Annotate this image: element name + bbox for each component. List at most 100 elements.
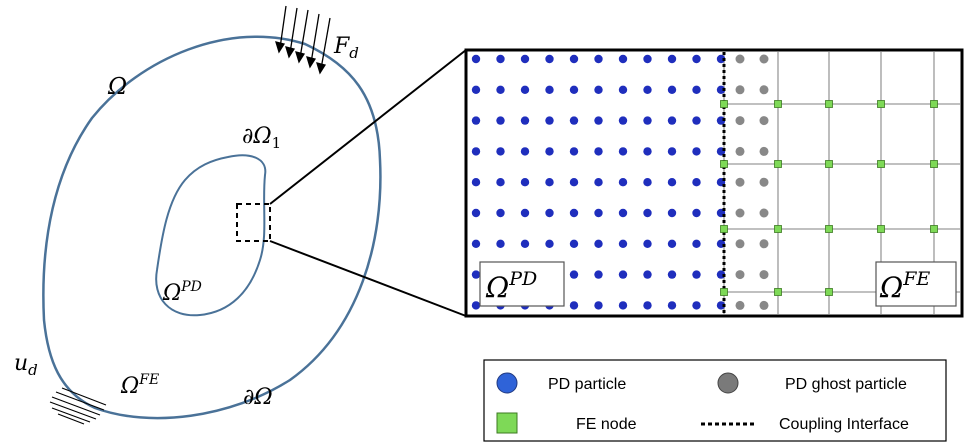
pd-particle xyxy=(692,209,700,217)
pd-particle xyxy=(521,240,529,248)
pd-particle xyxy=(521,178,529,186)
pd-particle xyxy=(643,55,651,63)
pd-particle xyxy=(496,55,504,63)
pd-particle xyxy=(496,147,504,155)
pd-particle xyxy=(594,86,602,94)
pd-particle xyxy=(692,240,700,248)
fe-node xyxy=(721,101,728,108)
zoom-line-top xyxy=(270,50,466,204)
pd-particle xyxy=(496,209,504,217)
pd-particle xyxy=(496,116,504,124)
pd-particle xyxy=(594,178,602,186)
pd-particle xyxy=(496,86,504,94)
pd-particle xyxy=(643,240,651,248)
pd-particle-legend-label: PD particle xyxy=(548,376,626,393)
fe-node xyxy=(721,161,728,168)
pd-particle xyxy=(545,147,553,155)
force-label: Fd xyxy=(333,34,359,62)
fe-node xyxy=(878,226,885,233)
omega-label: Ω xyxy=(107,74,127,100)
pd-particle xyxy=(472,178,480,186)
pd-particle xyxy=(594,147,602,155)
pd-particle xyxy=(692,270,700,278)
pd-particle xyxy=(643,270,651,278)
pd-particle xyxy=(668,147,676,155)
zoomed-view: ΩPD ΩFE xyxy=(466,50,962,316)
ghost-particle xyxy=(760,270,769,279)
pd-particle xyxy=(619,270,627,278)
fe-node xyxy=(826,101,833,108)
pd-particle xyxy=(668,301,676,309)
pd-particle xyxy=(692,116,700,124)
fe-node xyxy=(721,226,728,233)
pd-particle xyxy=(619,209,627,217)
ghost-particle xyxy=(760,55,769,64)
pd-particle xyxy=(619,240,627,248)
pd-particle xyxy=(619,147,627,155)
pd-particle xyxy=(692,178,700,186)
pd-particle xyxy=(619,55,627,63)
pd-particle xyxy=(570,240,578,248)
pd-particle xyxy=(643,301,651,309)
ghost-particle xyxy=(736,178,745,187)
pd-particle xyxy=(668,270,676,278)
pd-particle xyxy=(692,147,700,155)
pd-particle xyxy=(643,178,651,186)
displacement-label: ud xyxy=(14,351,38,379)
pd-particle xyxy=(472,86,480,94)
pd-particle xyxy=(545,240,553,248)
fe-node xyxy=(931,226,938,233)
pd-region-label-box: ΩPD xyxy=(480,262,564,306)
pd-particle xyxy=(619,178,627,186)
ghost-particle-legend-icon xyxy=(718,373,738,393)
pd-particle xyxy=(692,301,700,309)
pd-particle xyxy=(594,240,602,248)
pd-particle xyxy=(570,301,578,309)
pd-particle xyxy=(521,55,529,63)
pd-particle xyxy=(692,86,700,94)
pd-particle xyxy=(545,209,553,217)
ghost-particle xyxy=(736,270,745,279)
pd-particle xyxy=(594,55,602,63)
coupling-interface-legend-label: Coupling Interface xyxy=(779,416,909,433)
pd-particle xyxy=(472,209,480,217)
pd-particle xyxy=(643,147,651,155)
pd-particle xyxy=(496,178,504,186)
fe-node xyxy=(878,101,885,108)
fe-node xyxy=(826,161,833,168)
pd-particle-legend-icon xyxy=(497,373,517,393)
pd-particle xyxy=(668,240,676,248)
pd-particle xyxy=(545,55,553,63)
ghost-particle xyxy=(736,55,745,64)
omega-pd-label: ΩPD xyxy=(162,279,202,306)
pd-particle xyxy=(472,240,480,248)
pd-particle xyxy=(668,209,676,217)
ghost-particle xyxy=(736,239,745,248)
ghost-particle xyxy=(760,209,769,218)
ghost-particle xyxy=(760,147,769,156)
fe-node xyxy=(775,161,782,168)
pd-particle xyxy=(545,116,553,124)
pd-particle xyxy=(570,86,578,94)
pd-particle xyxy=(521,147,529,155)
ghost-particle xyxy=(760,301,769,310)
pd-particle xyxy=(619,301,627,309)
pd-particle xyxy=(570,270,578,278)
pd-particle xyxy=(594,116,602,124)
fe-node xyxy=(931,101,938,108)
pd-particle xyxy=(643,209,651,217)
fe-node-legend-icon xyxy=(497,413,517,433)
pd-particle xyxy=(570,116,578,124)
fe-node xyxy=(775,226,782,233)
ghost-particle xyxy=(736,116,745,125)
pd-particle xyxy=(545,86,553,94)
pd-particle xyxy=(472,116,480,124)
zoom-line-bottom xyxy=(270,241,466,316)
pd-particle xyxy=(594,301,602,309)
ghost-particle xyxy=(736,147,745,156)
ghost-particle xyxy=(736,209,745,218)
fe-node xyxy=(826,289,833,296)
fe-node-legend-label: FE node xyxy=(576,416,637,433)
domain-figure: Ω Fd ∂Ω1 ΩPD ΩFE ud ∂Ω xyxy=(14,6,466,424)
